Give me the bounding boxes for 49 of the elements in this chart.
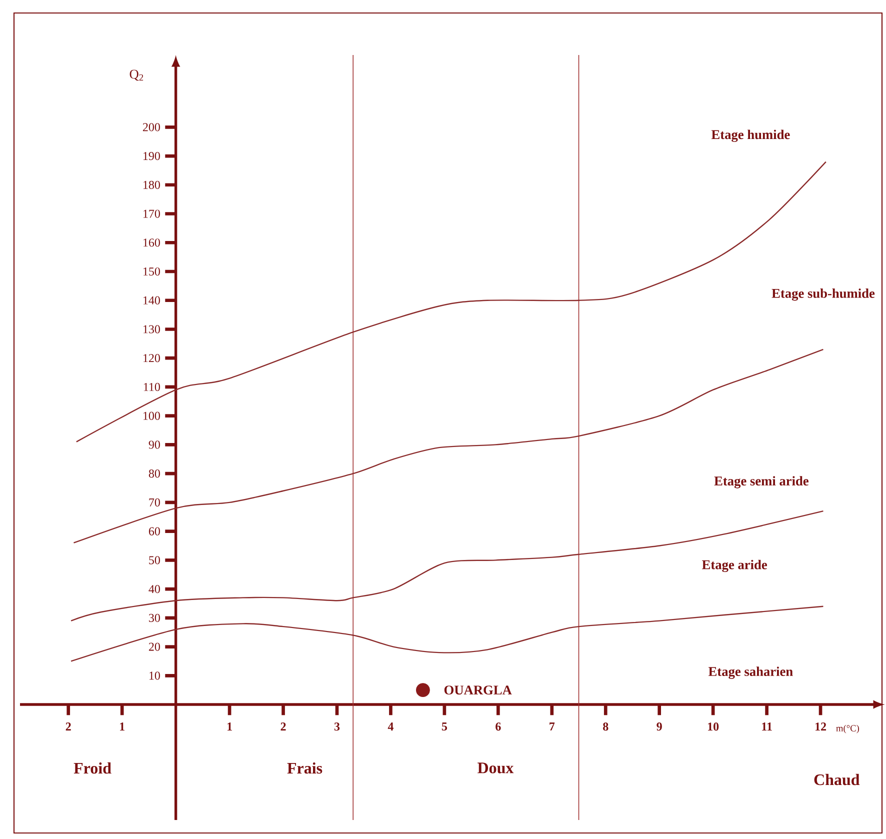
y-tick-label: 190 <box>143 152 160 160</box>
y-tick-label: 50 <box>149 556 160 564</box>
annotation: Etage humide <box>711 130 790 142</box>
line-series <box>73 348 824 544</box>
x-tick-label: 1 <box>120 722 124 730</box>
annotation: Chaud <box>814 774 860 786</box>
annotation: Etage semi aride <box>714 476 808 488</box>
x-tick-label: 11 <box>762 722 772 730</box>
x-tick-label: 10 <box>708 722 719 731</box>
y-tick-label: 40 <box>148 584 160 594</box>
y-tick-label: 60 <box>148 527 160 536</box>
y-tick-label: 160 <box>143 238 160 247</box>
line-series <box>70 606 824 662</box>
y-tick-label: 180 <box>143 180 160 189</box>
annotation: Etage aride <box>702 560 768 572</box>
x-tick-label: 3 <box>334 722 340 731</box>
annotation: Etage sub-humide <box>772 288 875 301</box>
x-tick-label: 1 <box>228 722 232 730</box>
annotation: Etage saharien <box>708 666 793 679</box>
y-tick-label: 140 <box>143 296 160 304</box>
line-series <box>70 510 824 622</box>
y-axis-title: Q$_{2}$ <box>130 70 144 81</box>
x-tick-label: 8 <box>603 722 608 731</box>
x-tick-label: 4 <box>388 722 394 730</box>
x-tick-label: 2 <box>66 722 71 731</box>
y-tick-label: 10 <box>149 672 160 680</box>
x-tick-label: 12 <box>815 722 826 731</box>
y-tick-label: 100 <box>143 412 160 420</box>
y-tick-label: 170 <box>143 210 160 218</box>
x-tick-label: 7 <box>550 722 555 730</box>
x-tick-label: 9 <box>656 722 662 731</box>
y-tick-label: 130 <box>143 325 160 334</box>
y-tick-label: 20 <box>148 642 160 651</box>
x-axis-title: m(°C) <box>836 724 860 734</box>
y-tick-label: 90 <box>148 440 160 449</box>
y-tick-label: 150 <box>143 267 160 276</box>
annotation: Doux <box>478 762 514 774</box>
y-tick-label: 70 <box>149 498 160 506</box>
x-tick-label: 6 <box>496 722 501 731</box>
y-tick-label: 120 <box>143 354 160 362</box>
y-tick-label: 110 <box>144 382 160 392</box>
x-tick-label: 2 <box>280 722 286 731</box>
y-tick-label: 200 <box>142 123 160 132</box>
y-tick-label: 80 <box>148 470 160 478</box>
annotation: Frais <box>287 762 322 774</box>
annotation: Froid <box>74 762 112 774</box>
series-label: OUARGLA <box>444 686 512 695</box>
y-tick-label: 30 <box>149 614 160 622</box>
x-tick-label: 5 <box>442 722 448 731</box>
